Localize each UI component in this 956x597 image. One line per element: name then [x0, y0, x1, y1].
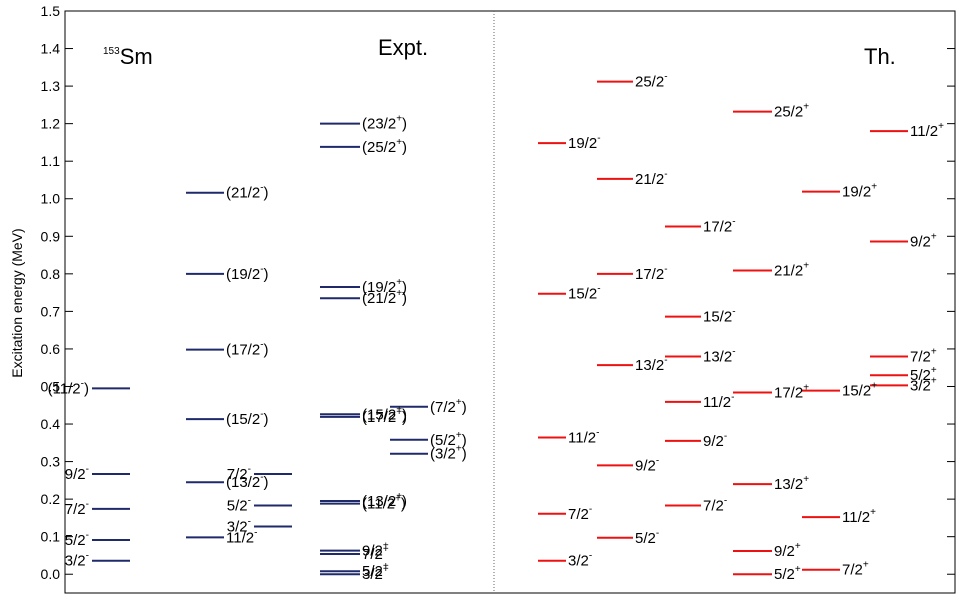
level-spin-label: 19/2+	[842, 182, 877, 201]
level-spin-label: 3/2+	[910, 375, 937, 394]
level-spin-label: 21/2-	[635, 169, 668, 188]
level-spin-label: 13/2-	[635, 355, 668, 374]
y-ticks: 0.0 0.1 0.2 0.3 0.4 0.5 0.6 0.7 0.8 0.9 1.0 1.1 1.2 1…	[41, 3, 955, 582]
level-spin-label: (25/2+)	[362, 137, 407, 156]
level-spin-label: 17/2-	[703, 217, 736, 236]
level-spin-label: 9/2+	[362, 541, 389, 560]
level-spin-label: (15/2+)	[362, 404, 407, 423]
level-spin-label: 11/2-	[568, 428, 599, 447]
y-tick-label: 1.1	[41, 153, 61, 169]
level-spin-label: 9/2+	[774, 541, 801, 560]
level-spin-label: 11/2-	[703, 392, 734, 411]
level-spin-label: 25/2+	[774, 102, 809, 121]
level-spin-label: 13/2-	[703, 346, 736, 365]
y-axis-label: Excitation energy (MeV)	[9, 228, 25, 377]
level-spin-label: 9/2-	[635, 455, 659, 474]
level-spin-label: 15/2-	[568, 284, 601, 303]
level-spin-label: 5/2-	[635, 528, 659, 547]
y-tick-label: 1.5	[41, 3, 61, 19]
y-tick-label: 1.4	[41, 41, 61, 57]
y-tick-label: 0.7	[41, 303, 61, 319]
level-spin-label: 5/2+	[774, 564, 801, 583]
level-spin-label: 15/2+	[842, 381, 877, 400]
level-spin-label: (13/2+)	[362, 491, 407, 510]
theory-panel-label: Th.	[864, 44, 896, 69]
level-spin-label: 3/2-	[227, 517, 251, 536]
y-tick-label: 0.0	[41, 566, 61, 582]
level-spin-label: 5/2+	[910, 365, 937, 384]
y-tick-label: 1.0	[41, 191, 61, 207]
level-spin-label: (3/2+)	[430, 444, 467, 463]
y-tick-label: 0.3	[41, 454, 61, 470]
levels	[92, 80, 908, 576]
y-tick-label: 0.9	[41, 228, 61, 244]
level-spin-label: (17/2-)	[226, 340, 269, 359]
level-spin-label: (19/2-)	[226, 264, 269, 283]
y-tick-label: 0.2	[41, 491, 61, 507]
level-spin-label: 11/2+	[842, 507, 876, 526]
level-spin-label: 3/2-	[568, 551, 592, 570]
plot-frame	[64, 10, 956, 594]
level-spin-label: 3/2-	[65, 551, 89, 570]
nucleus-label: 153Sm	[103, 44, 153, 69]
level-spin-label: (17/2+)	[362, 407, 407, 426]
level-spin-label: 17/2+	[774, 382, 809, 401]
level-spin-label: 7/2-	[227, 464, 251, 483]
level-spin-label: 9/2-	[703, 431, 727, 450]
level-spin-label: 7/2+	[842, 560, 869, 579]
y-tick-label: 1.2	[41, 116, 61, 132]
level-spin-label: 7/2-	[568, 504, 592, 523]
y-tick-label: 0.5	[41, 378, 61, 394]
nucleus-symbol: Sm	[120, 44, 153, 69]
level-spin-label: (5/2+)	[430, 430, 467, 449]
level-spin-label: 11/2+	[910, 121, 944, 140]
axes	[64, 10, 956, 594]
y-tick-label: 0.1	[41, 529, 61, 545]
level-spin-label: 9/2-	[65, 464, 89, 483]
level-spin-label: 15/2-	[703, 307, 736, 326]
y-tick-label: 0.6	[41, 341, 61, 357]
level-spin-label: 21/2+	[774, 260, 809, 279]
level-spin-label: (7/2+)	[430, 397, 467, 416]
level-spin-label: (21/2+)	[362, 288, 407, 307]
y-tick-label: 0.8	[41, 266, 61, 282]
level-spin-label: 5/2-	[65, 530, 89, 549]
level-spin-label: (11/2+)	[362, 494, 406, 513]
level-spin-label: 7/2+	[910, 346, 937, 365]
level-spin-label: 7/2-	[703, 496, 727, 515]
y-tick-label: 0.4	[41, 416, 61, 432]
level-spin-label: (19/2+)	[362, 277, 407, 296]
expt-panel-label: Expt.	[378, 35, 428, 60]
level-spin-label: (23/2+)	[362, 114, 407, 133]
level-spin-label: 7/2-	[65, 499, 89, 518]
level-labels: 3/2- 5/2- 7/2- 9/2- (11/2-) 11/2- (13/2-) (15/2…	[48, 72, 945, 584]
level-spin-label: 5/2-	[227, 496, 251, 515]
level-spin-label: (15/2-)	[226, 409, 269, 428]
level-spin-label: 13/2+	[774, 474, 809, 493]
level-spin-label: 7/2+	[362, 544, 389, 563]
level-spin-label: (21/2-)	[226, 183, 269, 202]
level-spin-label: 19/2-	[568, 133, 601, 152]
level-spin-label: 9/2+	[910, 232, 937, 251]
level-spin-label: (13/2-)	[226, 472, 269, 491]
nucleus-mass: 153	[103, 46, 120, 57]
level-spin-label: 25/2-	[635, 72, 668, 91]
level-spin-label: 17/2-	[635, 264, 668, 283]
level-spin-label: 5/2+	[362, 561, 389, 580]
y-tick-label: 1.3	[41, 78, 61, 94]
level-spin-label: (11/2-)	[48, 378, 89, 397]
level-spin-label: 3/2+	[362, 564, 389, 583]
level-spin-label: 11/2-	[226, 527, 257, 546]
